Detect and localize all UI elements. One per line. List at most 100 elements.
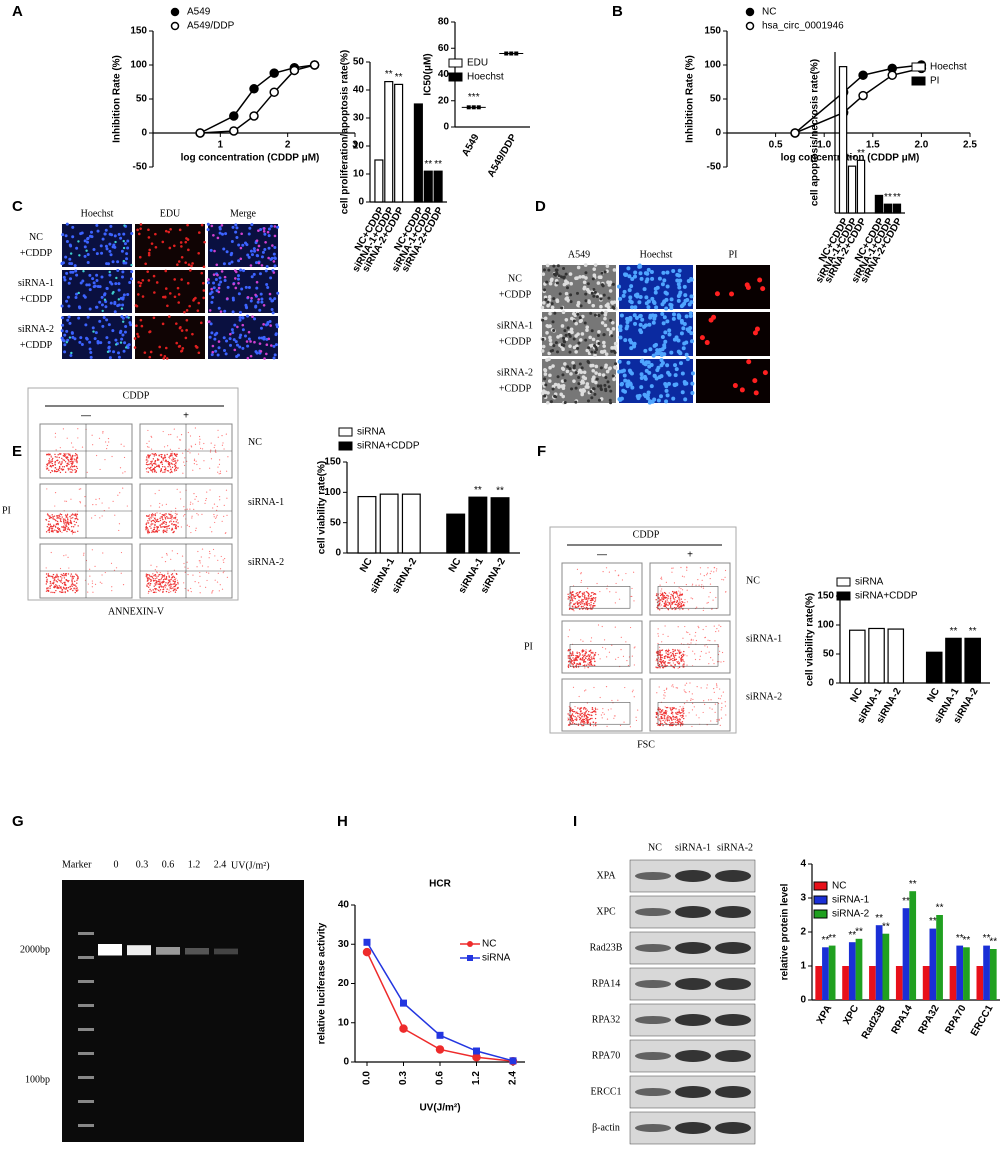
cell: [152, 519, 155, 522]
cell: [599, 366, 603, 370]
cell: [65, 573, 68, 575]
cell: [73, 587, 75, 589]
cell: [165, 467, 167, 469]
cell: [169, 587, 171, 589]
cell: [230, 328, 234, 332]
cell: [262, 230, 266, 233]
cell: [669, 716, 671, 718]
cell: [56, 586, 59, 588]
x-tick-label: 0.3: [398, 1071, 409, 1085]
cell: [720, 717, 723, 719]
cell: [266, 230, 270, 234]
cell: [85, 336, 89, 340]
cell: [638, 313, 643, 318]
cell: [199, 321, 203, 325]
cell: [694, 653, 696, 655]
cell: [648, 315, 653, 320]
x-tick-label: 2: [285, 140, 291, 151]
cell: [198, 582, 200, 584]
cell: [114, 514, 116, 516]
y-label: PI: [2, 505, 11, 516]
cell: [164, 560, 167, 563]
cell: [231, 225, 235, 229]
cell: [164, 456, 167, 459]
cell: [578, 599, 580, 602]
y-axis-label: cell viability rate(%): [317, 461, 328, 554]
cell: [117, 288, 121, 292]
cell: [689, 339, 694, 344]
significance: ***: [468, 92, 480, 103]
cell: [62, 428, 64, 430]
cell: [676, 719, 678, 722]
cell: [175, 341, 179, 345]
cell: [268, 292, 272, 296]
significance: **: [902, 896, 910, 907]
data-point: [249, 111, 259, 121]
cell: [675, 603, 677, 606]
cell: [171, 466, 174, 469]
data-point: [887, 70, 897, 80]
cell: [149, 467, 152, 470]
cell: [69, 519, 72, 521]
cell: [613, 345, 617, 350]
cell: [659, 660, 661, 663]
cell: [199, 585, 201, 587]
cell: [208, 572, 210, 574]
cell: [704, 645, 706, 647]
lane-label: siRNA-1: [675, 842, 711, 853]
cell: [174, 578, 176, 581]
cell: [655, 666, 657, 668]
bar: [379, 493, 399, 554]
cell: [666, 599, 668, 601]
cell: [687, 631, 689, 634]
cell: [166, 527, 168, 529]
cell: [592, 387, 596, 391]
cell: [70, 584, 73, 586]
cell: [60, 329, 64, 333]
x-tick-label: 1.0: [817, 140, 831, 151]
cell: [606, 588, 608, 590]
cell: [237, 274, 241, 278]
cell: [226, 285, 230, 289]
cell: [663, 330, 668, 335]
cell: [695, 639, 698, 642]
cell: [126, 346, 130, 350]
cell: [561, 310, 566, 315]
cell: [164, 530, 167, 533]
cell: [572, 721, 574, 724]
cell: [157, 589, 160, 592]
cell: [574, 400, 578, 404]
cell: [554, 341, 558, 345]
cell: [571, 598, 574, 600]
cell: [669, 297, 674, 302]
cell: [690, 638, 692, 640]
cell: [115, 567, 118, 569]
cell: [161, 517, 163, 519]
cell: [597, 398, 601, 402]
cell: [146, 464, 149, 466]
cell: [50, 530, 53, 533]
cell: [217, 471, 219, 473]
cell: [724, 576, 726, 578]
cell: [592, 596, 595, 599]
cell: [672, 659, 674, 662]
cell: [177, 581, 179, 584]
cell: [145, 468, 148, 470]
cell: [100, 251, 104, 255]
cell: [581, 659, 583, 661]
cell: [567, 636, 569, 638]
cell: [224, 352, 228, 356]
cell: [213, 337, 217, 341]
cell: [121, 303, 125, 307]
cell: [56, 573, 58, 576]
cell: [171, 550, 173, 552]
legend-marker: [745, 7, 755, 17]
cell: [273, 256, 277, 260]
cell: [684, 625, 686, 628]
cell: [267, 234, 271, 238]
cell: [703, 575, 705, 577]
cell: [73, 264, 77, 268]
cell: [662, 719, 664, 722]
cell: [148, 590, 150, 593]
cell: [174, 580, 177, 583]
